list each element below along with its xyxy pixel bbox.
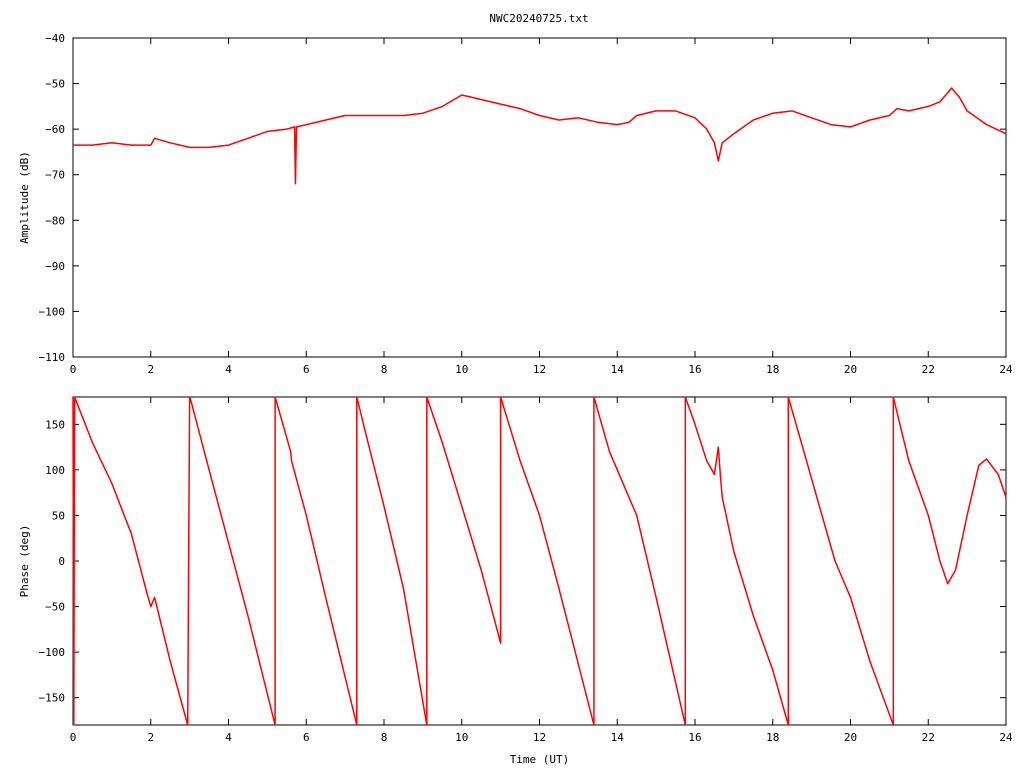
phase-series-line [72, 396, 1007, 726]
phase-y-tick-label: 150 [45, 418, 65, 431]
phase-plot-frame [72, 396, 1007, 726]
phase-x-axis-label: Time (UT) [510, 753, 570, 766]
phase-x-tick-label: 0 [70, 731, 77, 744]
phase-x-tick-label: 6 [303, 731, 310, 744]
phase-x-tick-label: 22 [922, 731, 935, 744]
phase-y-tick-label: 100 [45, 464, 65, 477]
amplitude-y-tick-label: −60 [45, 123, 65, 136]
amplitude-plot-frame [72, 37, 1007, 358]
amplitude-x-tick-label: 2 [147, 363, 154, 376]
amplitude-series-line [73, 87, 1007, 185]
amplitude-x-tick-label: 8 [381, 363, 388, 376]
amplitude-x-tick-label: 4 [225, 363, 232, 376]
amplitude-x-tick-label: 16 [688, 363, 701, 376]
amplitude-y-tick-label: −50 [45, 78, 65, 91]
phase-y-axis-label: Phase (deg) [18, 525, 31, 598]
amplitude-y-axis-label: Amplitude (dB) [18, 151, 31, 244]
amplitude-y-tick-label: −90 [45, 260, 65, 273]
phase-x-tick-label: 14 [611, 731, 625, 744]
amplitude-y-tick-label: −100 [39, 305, 66, 318]
phase-x-tick-label: 20 [844, 731, 857, 744]
phase-x-tick-label: 4 [225, 731, 232, 744]
amplitude-y-tick-label: −110 [39, 351, 66, 364]
phase-panel: 0 2 4 6 8 10 12 14 16 18 20 22 24−150−100−5005010015… [18, 396, 1013, 766]
amplitude-y-tick-label: −80 [45, 214, 65, 227]
amplitude-y-tick-label: −70 [45, 169, 65, 182]
phase-x-tick-label: 10 [455, 731, 468, 744]
chart-title: NWC20240725.txt [489, 12, 588, 25]
amplitude-x-tick-label: 24 [999, 363, 1013, 376]
phase-y-tick-label: −100 [39, 646, 66, 659]
amplitude-panel: 0 2 4 6 8 10 12 14 16 18 20 22 24−110−100−90−80−70−6… [18, 32, 1013, 376]
amplitude-x-tick-label: 20 [844, 363, 857, 376]
phase-x-tick-label: 18 [766, 731, 779, 744]
phase-y-tick-label: 50 [52, 509, 65, 522]
phase-y-tick-label: −50 [45, 601, 65, 614]
amplitude-x-tick-label: 18 [766, 363, 779, 376]
amplitude-x-tick-label: 10 [455, 363, 468, 376]
amplitude-x-tick-label: 0 [70, 363, 77, 376]
phase-x-tick-label: 16 [688, 731, 701, 744]
phase-x-tick-label: 24 [999, 731, 1013, 744]
phase-y-tick-label: 0 [58, 555, 65, 568]
phase-y-tick-label: −150 [39, 692, 66, 705]
amplitude-x-tick-label: 12 [533, 363, 546, 376]
amplitude-x-tick-label: 6 [303, 363, 310, 376]
amplitude-x-tick-label: 14 [611, 363, 625, 376]
amplitude-x-tick-label: 22 [922, 363, 935, 376]
phase-x-tick-label: 12 [533, 731, 546, 744]
amplitude-y-tick-label: −40 [45, 32, 65, 45]
phase-x-tick-label: 2 [147, 731, 154, 744]
phase-x-tick-label: 8 [381, 731, 388, 744]
